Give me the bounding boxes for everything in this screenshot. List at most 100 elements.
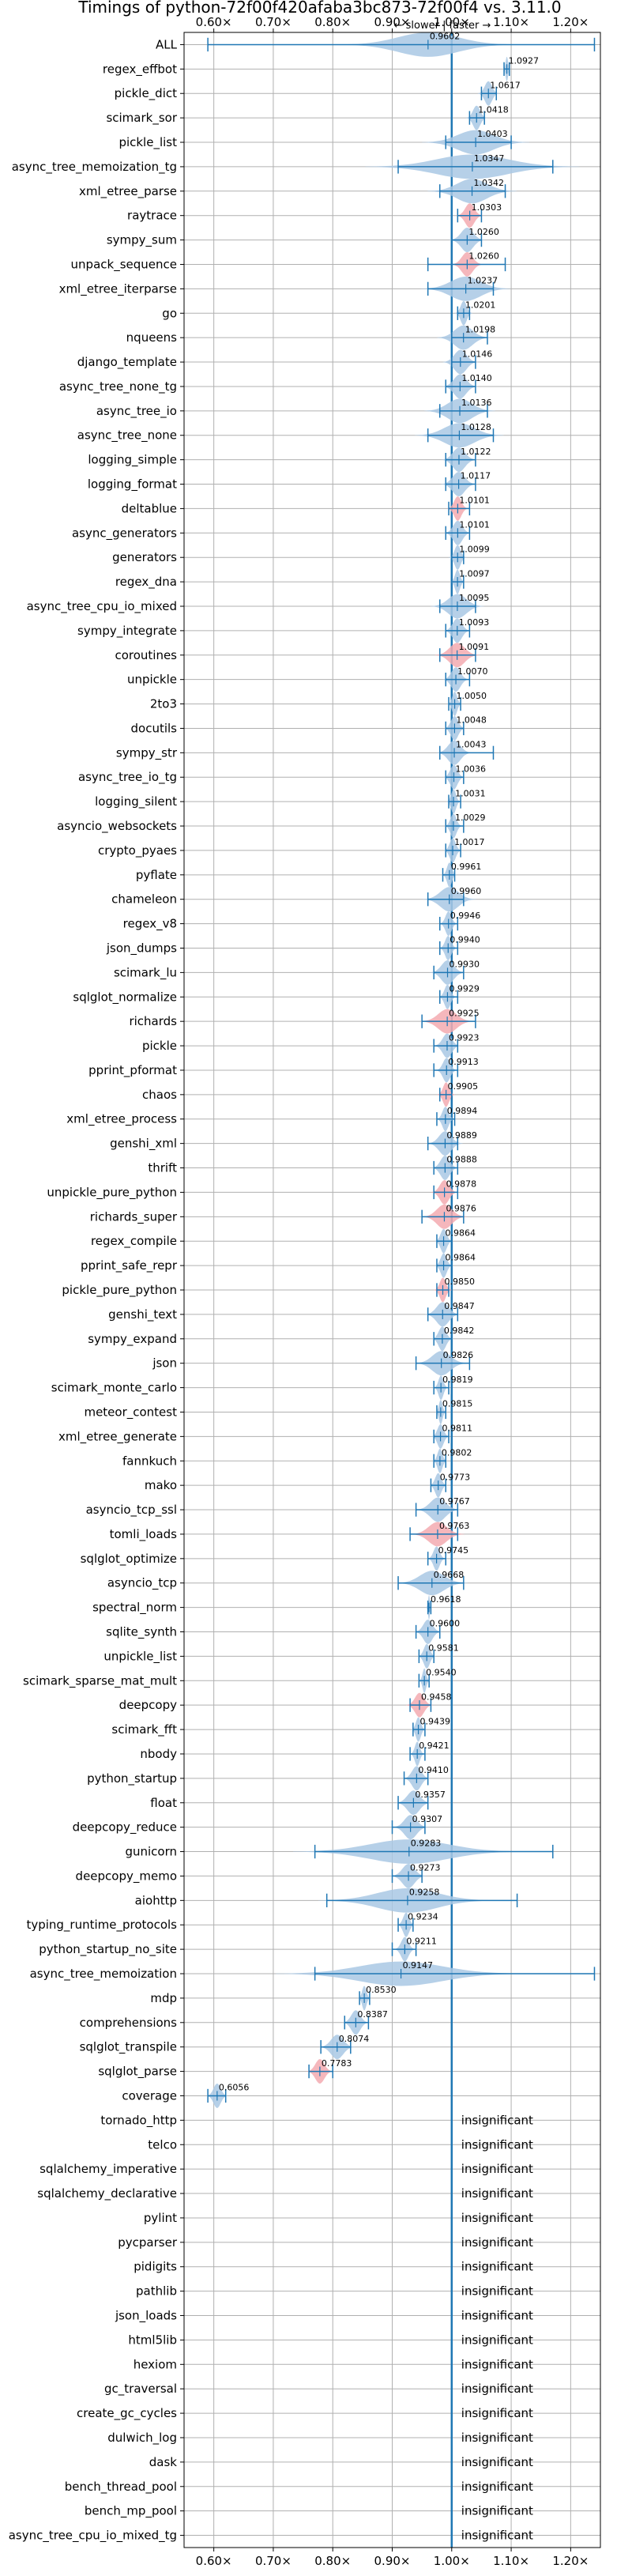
benchmark-label: coverage [122, 2088, 177, 2103]
benchmark-label: pyflate [136, 868, 177, 882]
benchmark-label: gc_traversal [104, 2382, 177, 2397]
value-label: 0.9767 [439, 1496, 470, 1507]
value-label: 0.9819 [442, 1375, 473, 1385]
insignificant-label: insignificant [461, 2529, 533, 2543]
benchmark-label: richards [129, 1014, 177, 1028]
value-label: 0.9258 [409, 1888, 440, 1898]
x-tick-label-bottom: 1.10× [493, 2554, 529, 2568]
value-label: 0.9961 [451, 862, 482, 872]
value-label: 0.9600 [430, 1619, 461, 1629]
x-tick-label-bottom: 1.20× [552, 2554, 589, 2568]
benchmark-label: chaos [142, 1088, 177, 1102]
value-label: 0.9668 [434, 1570, 465, 1580]
value-label: 0.9745 [438, 1545, 469, 1556]
insignificant-label: insignificant [461, 2406, 533, 2420]
insignificant-label: insignificant [461, 2186, 533, 2201]
x-tick-label-bottom: 0.70× [255, 2554, 292, 2568]
benchmark-label: asyncio_websockets [57, 819, 177, 834]
benchmark-label: genshi_text [108, 1307, 177, 1322]
benchmark-label: deepcopy_reduce [73, 1820, 177, 1835]
benchmark-label: async_tree_none_tg [59, 379, 177, 394]
value-label: 0.9930 [450, 960, 480, 970]
benchmark-label: scimark_sparse_mat_mult [23, 1673, 177, 1688]
value-label: 0.9847 [444, 1301, 475, 1311]
value-label: 1.0617 [490, 80, 521, 90]
benchmark-label: asyncio_tcp [107, 1576, 177, 1591]
labels-layer: 0.60× 0.60× 0.70× 0.70× 0.80× 0.80× 0.90× 0.90×… [9, 15, 589, 2568]
benchmark-label: fannkuch [122, 1454, 177, 1468]
value-label: 0.8530 [366, 1985, 397, 1995]
benchmark-label: pickle_dict [115, 86, 177, 101]
benchmark-label: 2to3 [150, 697, 177, 711]
benchmark-label: logging_simple [88, 453, 177, 468]
value-label: 0.9923 [449, 1032, 480, 1043]
value-label: 1.0136 [461, 398, 492, 408]
benchmark-label: regex_v8 [123, 917, 177, 932]
value-label: 1.0031 [455, 788, 486, 798]
value-label: 0.9960 [451, 886, 482, 896]
benchmark-label: pycparser [118, 2235, 178, 2250]
benchmark-label: pickle_pure_python [62, 1283, 177, 1298]
benchmark-label: coroutines [115, 648, 177, 662]
benchmark-label: raytrace [127, 209, 177, 223]
benchmark-label: dulwich_log [107, 2431, 177, 2446]
benchmark-label: django_template [77, 355, 177, 370]
x-tick-label-bottom: 1.00× [434, 2554, 470, 2568]
value-label: 0.9864 [446, 1228, 476, 1238]
benchmark-label: scimark_sor [106, 111, 177, 126]
benchmark-label: sqlglot_transpile [80, 2040, 177, 2055]
value-label: 0.9878 [446, 1179, 477, 1190]
benchmark-label: bench_mp_pool [85, 2504, 177, 2519]
benchmark-label: sqlglot_optimize [81, 1552, 177, 1567]
insignificant-label: insignificant [461, 2382, 533, 2396]
value-label: 1.0029 [455, 813, 486, 823]
value-label: 1.0048 [456, 715, 487, 726]
benchmark-label: aiohttp [135, 1893, 177, 1907]
value-label: 1.0146 [462, 349, 493, 359]
value-label: 0.9773 [440, 1472, 471, 1482]
benchmark-label: pathlib [136, 2284, 177, 2299]
value-label: 1.0201 [465, 300, 496, 310]
benchmark-label: comprehensions [80, 2016, 178, 2030]
benchmark-label: sqlglot_parse [98, 2065, 177, 2080]
value-label: 1.0122 [461, 447, 491, 457]
value-label: 0.9946 [450, 911, 481, 921]
value-label: 0.9763 [439, 1521, 470, 1531]
value-label: 1.0198 [465, 324, 496, 334]
marks-layer [206, 32, 596, 2548]
benchmark-label: mako [145, 1478, 177, 1492]
x-tick-label-bottom: 0.90× [374, 2554, 411, 2568]
value-label: 0.9357 [415, 1790, 446, 1800]
value-label: 1.0347 [474, 153, 505, 164]
benchmark-label: unpack_sequence [71, 257, 177, 272]
benchmark-label: xml_etree_process [66, 1112, 177, 1127]
benchmark-label: async_tree_cpu_io_mixed [27, 599, 177, 614]
insignificant-label: insignificant [461, 2284, 533, 2299]
value-label: 0.9802 [442, 1447, 472, 1458]
insignificant-label: insignificant [461, 2137, 533, 2152]
value-label: 0.9273 [410, 1863, 441, 1873]
benchmark-label: logging_format [88, 477, 177, 492]
value-label: 1.0097 [459, 568, 490, 579]
insignificant-label: insignificant [461, 2357, 533, 2371]
value-label: 0.9842 [444, 1326, 475, 1336]
benchmark-label: xml_etree_parse [79, 184, 177, 199]
grid-layer [180, 28, 600, 2551]
value-label: 1.0050 [457, 691, 487, 701]
benchmark-label: regex_compile [91, 1234, 177, 1249]
benchmark-label: regex_dna [115, 575, 177, 590]
benchmark-label: sqlalchemy_declarative [37, 2186, 177, 2201]
benchmark-label: deepcopy [119, 1698, 177, 1712]
benchmark-label: ALL [156, 37, 178, 51]
benchmark-label: telco [148, 2137, 177, 2152]
value-label: 0.9815 [442, 1399, 473, 1409]
benchmark-label: json_dumps [106, 941, 177, 956]
insignificant-label: insignificant [461, 2162, 533, 2176]
value-label: 0.9147 [403, 1960, 434, 1971]
benchmark-label: scimark_fft [111, 1722, 177, 1737]
benchmark-label: python_startup_no_site [39, 1942, 177, 1957]
benchmark-label: asyncio_tcp_ssl [86, 1503, 177, 1518]
benchmark-label: typing_runtime_protocols [26, 1918, 177, 1933]
value-label: 1.0095 [459, 593, 490, 603]
